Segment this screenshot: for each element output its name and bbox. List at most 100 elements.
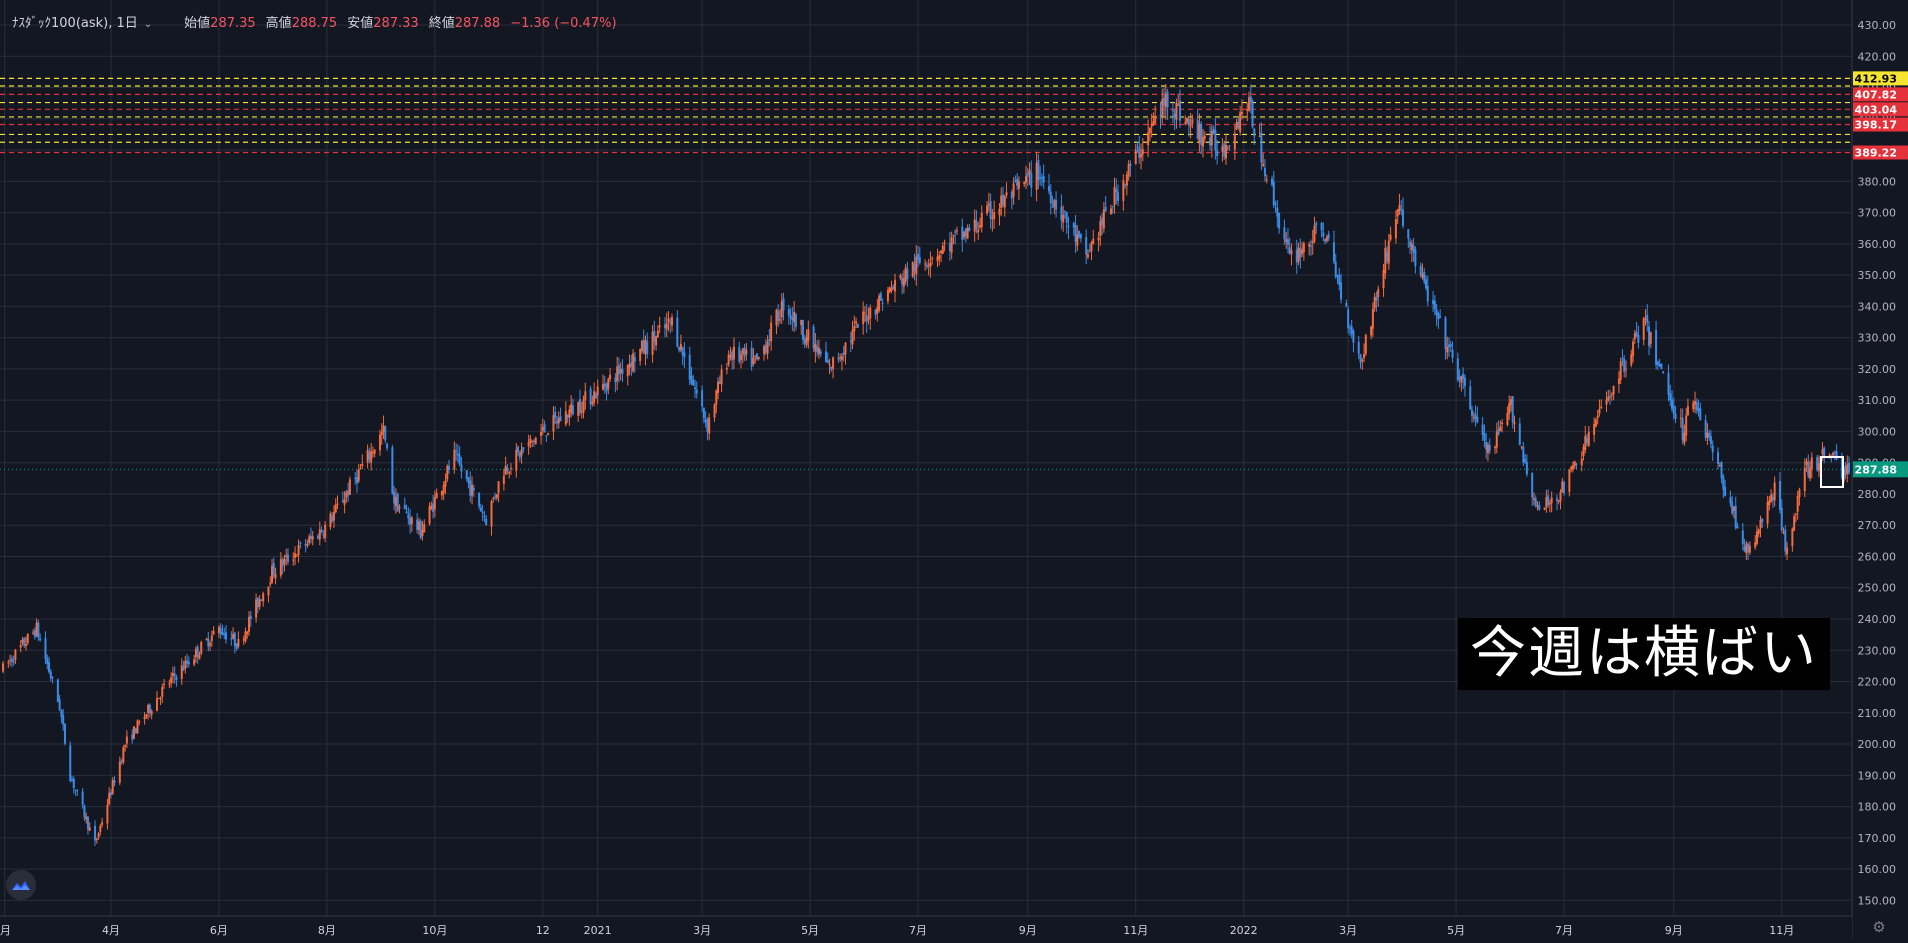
candle-body <box>1386 251 1389 262</box>
close-label: 終値 <box>428 16 455 31</box>
y-tick-label: 170.00 <box>1858 832 1897 845</box>
candle-body <box>1101 217 1104 226</box>
candle-body <box>1748 545 1751 553</box>
candle-body <box>954 231 957 233</box>
candle-body <box>1332 242 1335 262</box>
candle-body <box>1309 245 1312 247</box>
candle-body <box>148 704 151 714</box>
candle-body <box>1288 247 1291 254</box>
candle-body <box>1010 191 1013 199</box>
candle-body <box>1092 238 1095 244</box>
candle-body <box>281 559 284 567</box>
candle-body <box>23 638 26 646</box>
gear-icon[interactable]: ⚙ <box>1872 918 1886 936</box>
candle-body <box>1246 109 1249 111</box>
candle-body <box>1545 497 1548 508</box>
candle-body <box>1198 123 1201 143</box>
candle-body <box>122 747 125 763</box>
candle-body <box>95 839 98 841</box>
candle-body <box>1432 300 1435 305</box>
candle-body <box>111 780 114 794</box>
candle-body <box>492 497 495 499</box>
x-tick-label: 11月 <box>1123 924 1148 937</box>
candle-body <box>118 761 121 783</box>
candle-body <box>1593 423 1596 435</box>
candle-body <box>217 626 220 634</box>
y-tick-label: 350.00 <box>1858 269 1897 282</box>
candle-body <box>1534 498 1537 507</box>
candle-body <box>913 264 916 272</box>
candle-body <box>1212 129 1215 134</box>
candle-body <box>1835 451 1838 460</box>
candle-body <box>888 287 891 292</box>
candle-body <box>816 346 819 353</box>
candle-body <box>1407 229 1410 239</box>
candle-body <box>1520 446 1523 448</box>
candle-body <box>874 309 877 315</box>
candle-body <box>678 347 681 351</box>
candle-body <box>336 503 339 505</box>
candle-body <box>669 321 672 323</box>
candle-body <box>1258 136 1261 138</box>
candle-body <box>1301 249 1304 254</box>
candle-body <box>644 339 647 355</box>
candle-body <box>120 760 123 762</box>
chevron-down-icon[interactable]: ⌄ <box>143 19 153 30</box>
candle-body <box>1832 452 1835 456</box>
candle-body <box>294 553 297 558</box>
x-tick-label: 11月 <box>1769 924 1794 937</box>
candle-body <box>1536 505 1539 507</box>
candle-body <box>1159 115 1162 117</box>
candle-body <box>830 366 833 370</box>
candle-body <box>782 298 785 311</box>
candle-body <box>663 324 666 328</box>
candle-body <box>324 524 327 539</box>
candle-body <box>1177 104 1180 106</box>
candle-body <box>936 256 939 262</box>
candle-body <box>283 558 286 565</box>
candle-body <box>646 341 649 354</box>
candle-body <box>48 662 51 672</box>
candle-body <box>373 449 376 454</box>
candle-body <box>332 512 335 521</box>
candle-body <box>1085 237 1088 255</box>
candle-body <box>1844 466 1847 476</box>
change-value: −1.36 (−0.47%) <box>510 16 617 31</box>
candle-body <box>837 357 840 360</box>
candle-body <box>766 341 769 354</box>
candle-body <box>1745 543 1748 554</box>
candle-body <box>881 302 884 304</box>
candle-body <box>1686 406 1689 416</box>
candle-body <box>931 258 934 260</box>
candle-body <box>1766 502 1769 524</box>
candle-body <box>825 351 828 363</box>
candle-body <box>832 357 835 369</box>
candle-body <box>1088 250 1091 252</box>
candle-body <box>655 336 658 346</box>
candle-body <box>658 325 661 328</box>
y-tick-label: 370.00 <box>1858 207 1897 220</box>
candle-body <box>74 789 77 791</box>
candle-body <box>469 480 472 496</box>
candle-body <box>1830 457 1833 459</box>
candle-body <box>1635 331 1638 337</box>
price-level-tag <box>1853 102 1908 117</box>
candle-body <box>1782 532 1785 534</box>
candle-body <box>1550 497 1553 504</box>
candle-body <box>1471 409 1474 416</box>
candle-body <box>1171 110 1174 112</box>
tradingview-logo-icon[interactable] <box>6 870 36 900</box>
symbol-label[interactable]: ﾅｽﾀﾞｯｸ100(ask), 1日 <box>12 16 138 31</box>
candle-body <box>690 376 693 384</box>
candle-body <box>1040 176 1043 178</box>
candle-body <box>676 317 679 347</box>
candle-body <box>577 402 580 417</box>
candle-body <box>440 491 443 496</box>
candle-body <box>1235 121 1238 130</box>
y-tick-label: 340.00 <box>1858 300 1897 313</box>
candle-body <box>639 348 642 362</box>
open-label: 始値 <box>184 16 211 31</box>
candle-body <box>1203 135 1206 139</box>
